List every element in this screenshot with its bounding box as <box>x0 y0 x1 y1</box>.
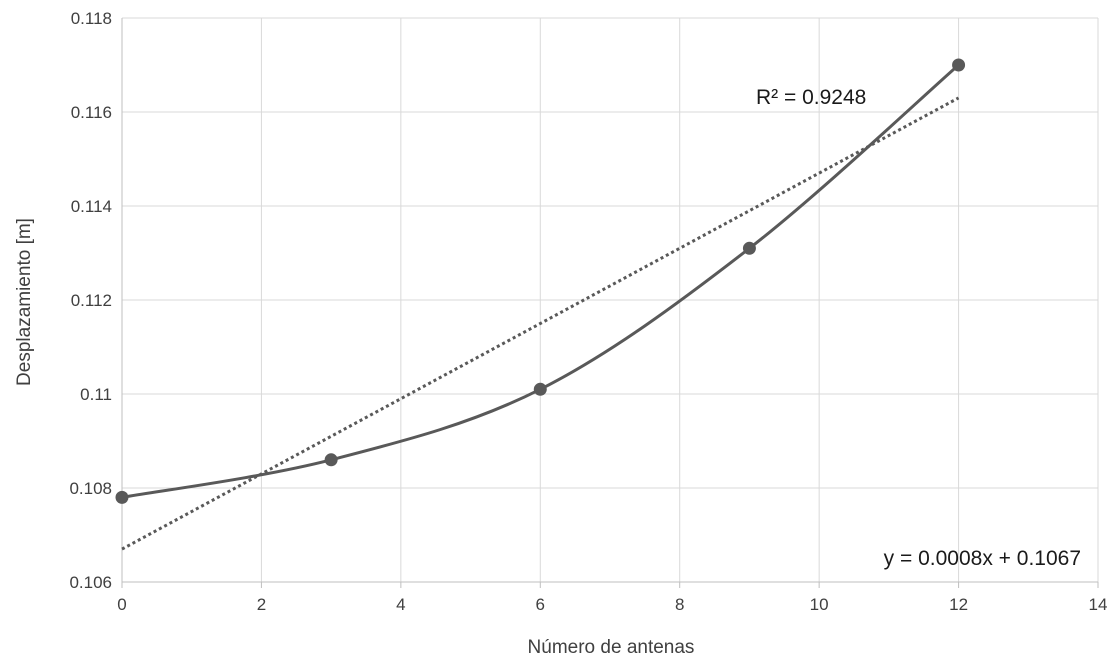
x-tick-label: 8 <box>675 595 684 614</box>
x-axis-title: Número de antenas <box>528 637 695 658</box>
y-axis-title: Desplazamiento [m] <box>14 218 35 386</box>
x-tick-label: 0 <box>117 595 126 614</box>
data-point <box>742 241 756 255</box>
axes <box>121 18 1099 588</box>
y-tick-label: 0.108 <box>69 479 112 498</box>
y-tick-label: 0.11 <box>80 385 112 404</box>
trendline-equation: y = 0.0008x + 0.1067 <box>884 547 1081 570</box>
y-tick-label: 0.112 <box>71 291 112 310</box>
r-squared-label: R² = 0.9248 <box>756 86 866 109</box>
y-tick-label: 0.118 <box>71 9 112 28</box>
y-tick-label: 0.114 <box>71 197 112 216</box>
y-tick-label: 0.106 <box>69 573 112 592</box>
x-tick-label: 12 <box>949 595 968 614</box>
y-tick-label: 0.116 <box>71 103 112 122</box>
series-line <box>121 63 960 499</box>
x-tick-label: 14 <box>1089 595 1108 614</box>
data-point <box>952 58 966 72</box>
tick-labels: 0 2 4 6 8 10 12 14 0.106 0.108 0.11 0.112 0.114 0.116… <box>69 9 1107 614</box>
data-point <box>115 490 129 504</box>
data-point <box>533 382 547 396</box>
data-point <box>324 453 338 467</box>
data-series <box>115 58 966 504</box>
x-tick-label: 2 <box>257 595 266 614</box>
x-tick-label: 6 <box>536 595 545 614</box>
x-tick-label: 4 <box>396 595 405 614</box>
x-tick-label: 10 <box>810 595 829 614</box>
gridlines <box>122 17 1099 582</box>
